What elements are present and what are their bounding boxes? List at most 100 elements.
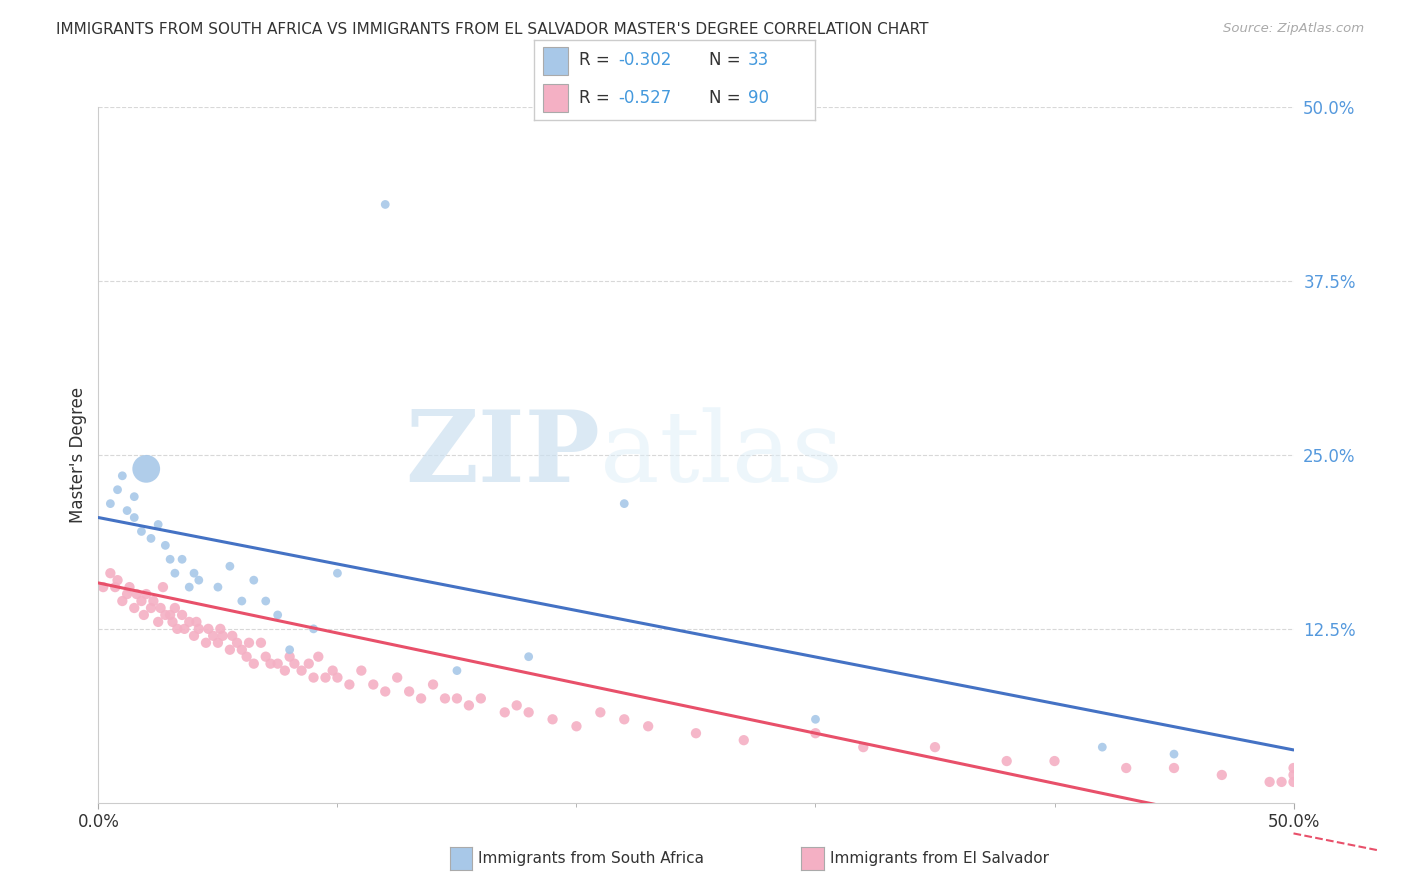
Point (446, 691, 468, 706)
Point (250, 636, 273, 650)
Text: Immigrants from South Africa: Immigrants from South Africa (478, 851, 704, 865)
Point (337, 677, 360, 691)
Point (135, 462, 157, 476)
Point (995, 754, 1018, 768)
Text: atlas: atlas (600, 407, 844, 503)
Point (315, 671, 337, 685)
Point (470, 691, 492, 706)
Point (1043, 754, 1066, 768)
Point (98, 497, 122, 511)
Point (235, 649, 257, 664)
Point (254, 649, 277, 664)
Point (494, 706, 516, 720)
Text: N =: N = (709, 51, 745, 70)
Point (159, 607, 181, 622)
Point (613, 497, 636, 511)
Point (307, 649, 329, 664)
Point (111, 594, 134, 608)
Point (238, 636, 260, 650)
Point (98, 566, 122, 581)
Point (1271, 775, 1294, 789)
Point (179, 580, 201, 594)
Point (111, 468, 134, 483)
Point (283, 657, 305, 671)
Point (1258, 775, 1281, 789)
Text: Immigrants from El Salvador: Immigrants from El Salvador (830, 851, 1049, 865)
Point (211, 629, 233, 643)
Point (852, 740, 875, 755)
Point (219, 559, 242, 574)
Point (1115, 761, 1137, 775)
Point (115, 503, 138, 517)
Point (155, 538, 177, 552)
Point (107, 573, 129, 587)
Point (142, 594, 165, 608)
Point (231, 594, 253, 608)
Point (302, 671, 325, 685)
Point (243, 573, 266, 587)
Point (183, 629, 205, 643)
Point (278, 649, 301, 664)
Point (139, 532, 162, 546)
Point (433, 691, 456, 706)
Text: ZIP: ZIP (405, 407, 600, 503)
Point (155, 607, 177, 622)
Point (1163, 747, 1185, 761)
Point (172, 607, 194, 622)
Point (804, 726, 827, 740)
Point (152, 580, 174, 594)
Point (804, 712, 827, 726)
Point (517, 706, 540, 720)
Text: -0.302: -0.302 (619, 51, 672, 70)
Text: R =: R = (579, 51, 616, 70)
Point (231, 642, 253, 657)
Point (162, 615, 184, 629)
Point (131, 524, 153, 539)
Point (1211, 768, 1233, 782)
Point (187, 573, 209, 587)
Point (104, 580, 127, 594)
Point (458, 698, 481, 713)
Point (1282, 775, 1305, 789)
Point (506, 698, 529, 713)
Point (259, 657, 281, 671)
Point (517, 649, 540, 664)
Point (350, 664, 373, 678)
Text: N =: N = (709, 89, 745, 107)
Point (385, 671, 409, 685)
Point (207, 580, 229, 594)
Point (209, 622, 232, 636)
Point (159, 552, 181, 566)
Point (148, 615, 170, 629)
Point (541, 712, 564, 726)
Point (166, 622, 188, 636)
Point (91, 580, 114, 594)
Point (254, 594, 277, 608)
Point (374, 684, 396, 698)
Text: -0.527: -0.527 (619, 89, 672, 107)
Point (1163, 761, 1185, 775)
Point (163, 601, 186, 615)
Point (446, 664, 468, 678)
Point (274, 664, 297, 678)
Point (186, 615, 208, 629)
Point (226, 636, 249, 650)
Point (187, 622, 209, 636)
Point (207, 636, 229, 650)
Point (173, 622, 195, 636)
Point (302, 622, 325, 636)
Point (163, 566, 186, 581)
Point (326, 566, 349, 581)
Bar (543, 85, 568, 112)
Point (1091, 740, 1114, 755)
Point (183, 566, 205, 581)
Point (124, 601, 146, 615)
Point (1282, 768, 1305, 782)
Point (733, 733, 755, 747)
Point (125, 587, 148, 601)
Point (363, 677, 385, 691)
Point (374, 197, 396, 211)
Point (290, 664, 312, 678)
Point (107, 483, 129, 497)
Text: IMMIGRANTS FROM SOUTH AFRICA VS IMMIGRANTS FROM EL SALVADOR MASTER'S DEGREE CORR: IMMIGRANTS FROM SOUTH AFRICA VS IMMIGRAN… (56, 22, 929, 37)
